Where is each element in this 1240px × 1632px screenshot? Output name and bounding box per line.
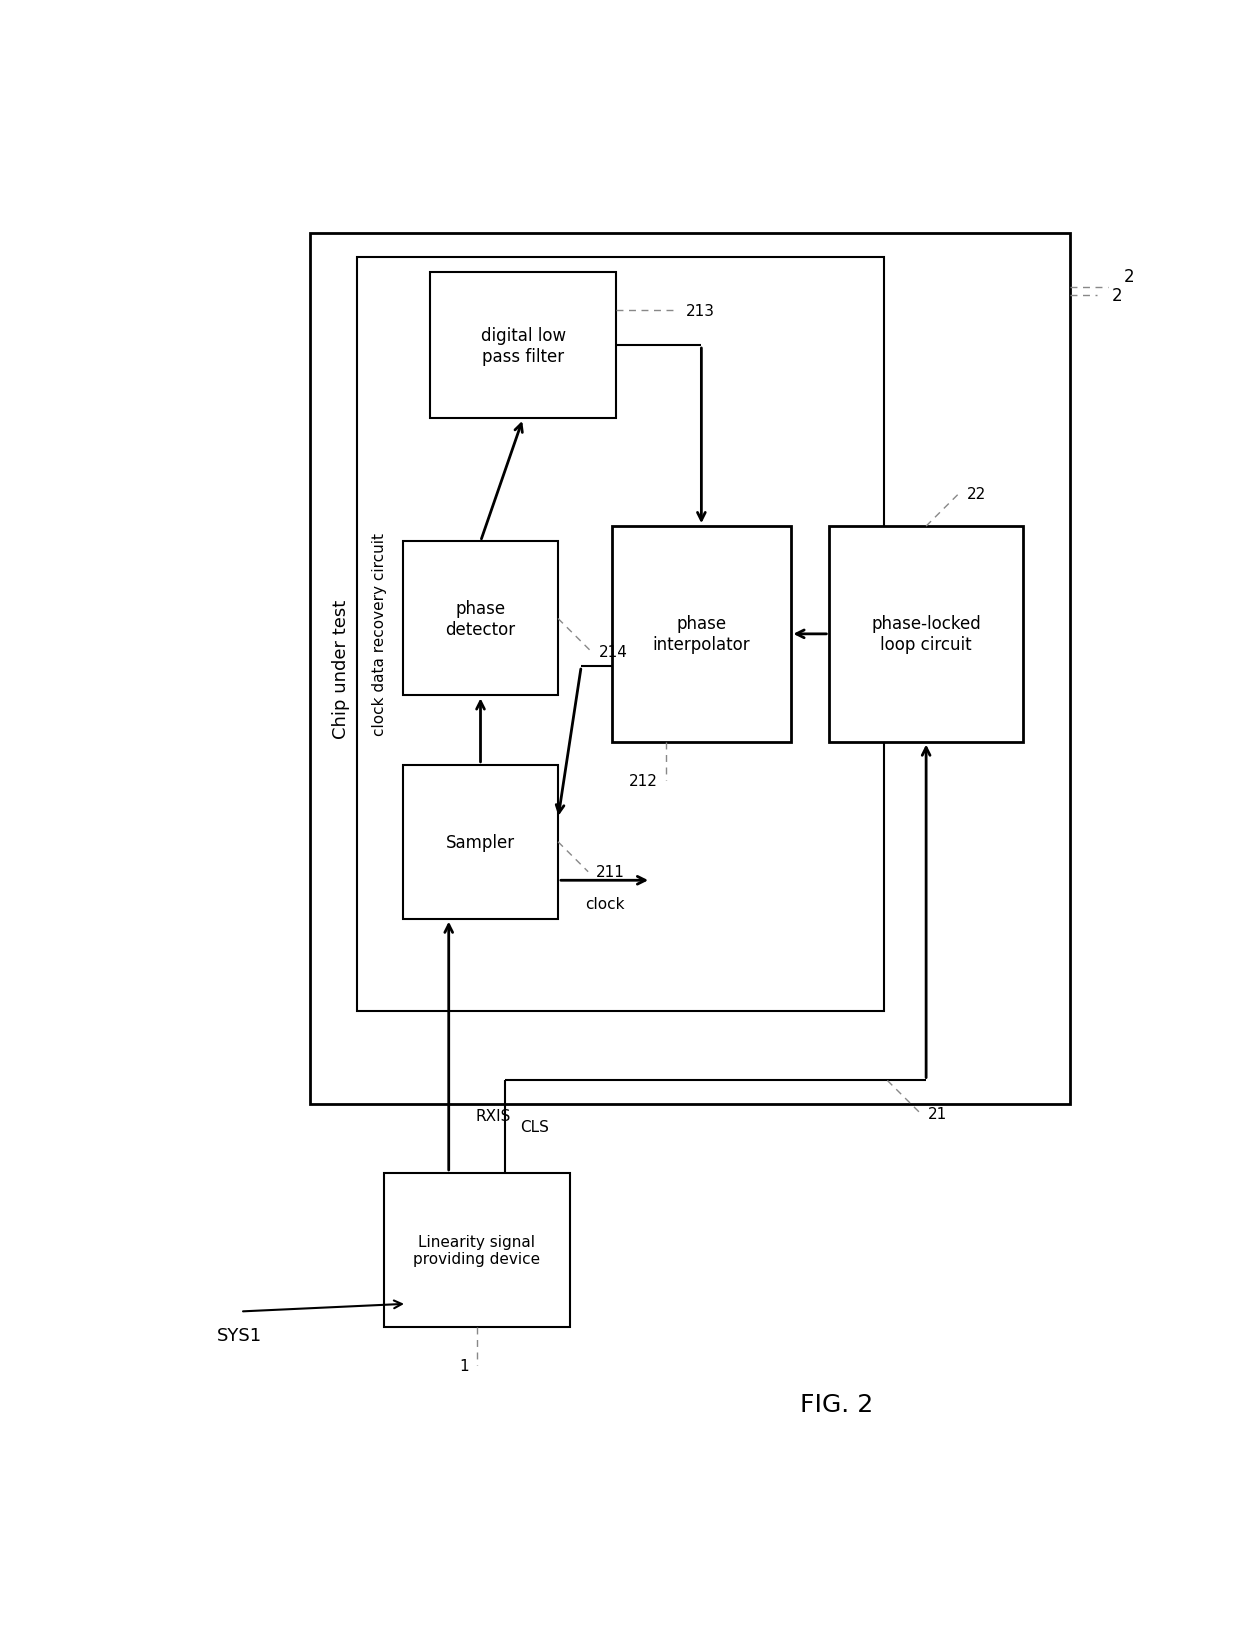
Text: FIG. 2: FIG. 2 bbox=[800, 1392, 874, 1417]
Text: 2: 2 bbox=[1123, 268, 1135, 286]
Text: 2: 2 bbox=[1112, 287, 1122, 305]
Text: digital low
pass filter: digital low pass filter bbox=[481, 326, 565, 366]
Bar bbox=[830, 527, 1023, 743]
Text: phase-locked
loop circuit: phase-locked loop circuit bbox=[872, 615, 981, 654]
Text: 212: 212 bbox=[629, 774, 658, 788]
Text: Sampler: Sampler bbox=[446, 834, 515, 852]
Text: phase
detector: phase detector bbox=[445, 599, 516, 638]
Text: clock data recovery circuit: clock data recovery circuit bbox=[372, 534, 387, 736]
Bar bbox=[383, 1173, 569, 1327]
Bar bbox=[403, 765, 558, 919]
Bar bbox=[403, 542, 558, 695]
Text: 21: 21 bbox=[928, 1106, 947, 1121]
Text: clock: clock bbox=[585, 896, 624, 911]
Text: Chip under test: Chip under test bbox=[332, 599, 350, 739]
Text: RXIS: RXIS bbox=[476, 1108, 511, 1123]
Bar bbox=[357, 258, 883, 1012]
Text: Linearity signal
providing device: Linearity signal providing device bbox=[413, 1234, 541, 1266]
Text: phase
interpolator: phase interpolator bbox=[652, 615, 750, 654]
Text: 211: 211 bbox=[596, 865, 625, 880]
Text: CLS: CLS bbox=[520, 1120, 549, 1134]
Text: 1: 1 bbox=[459, 1358, 469, 1373]
Text: 214: 214 bbox=[599, 645, 627, 659]
Bar bbox=[613, 527, 791, 743]
Text: SYS1: SYS1 bbox=[217, 1325, 262, 1343]
Text: 213: 213 bbox=[686, 304, 715, 318]
Bar bbox=[430, 273, 616, 419]
Bar bbox=[310, 235, 1069, 1103]
Text: 22: 22 bbox=[967, 486, 986, 501]
